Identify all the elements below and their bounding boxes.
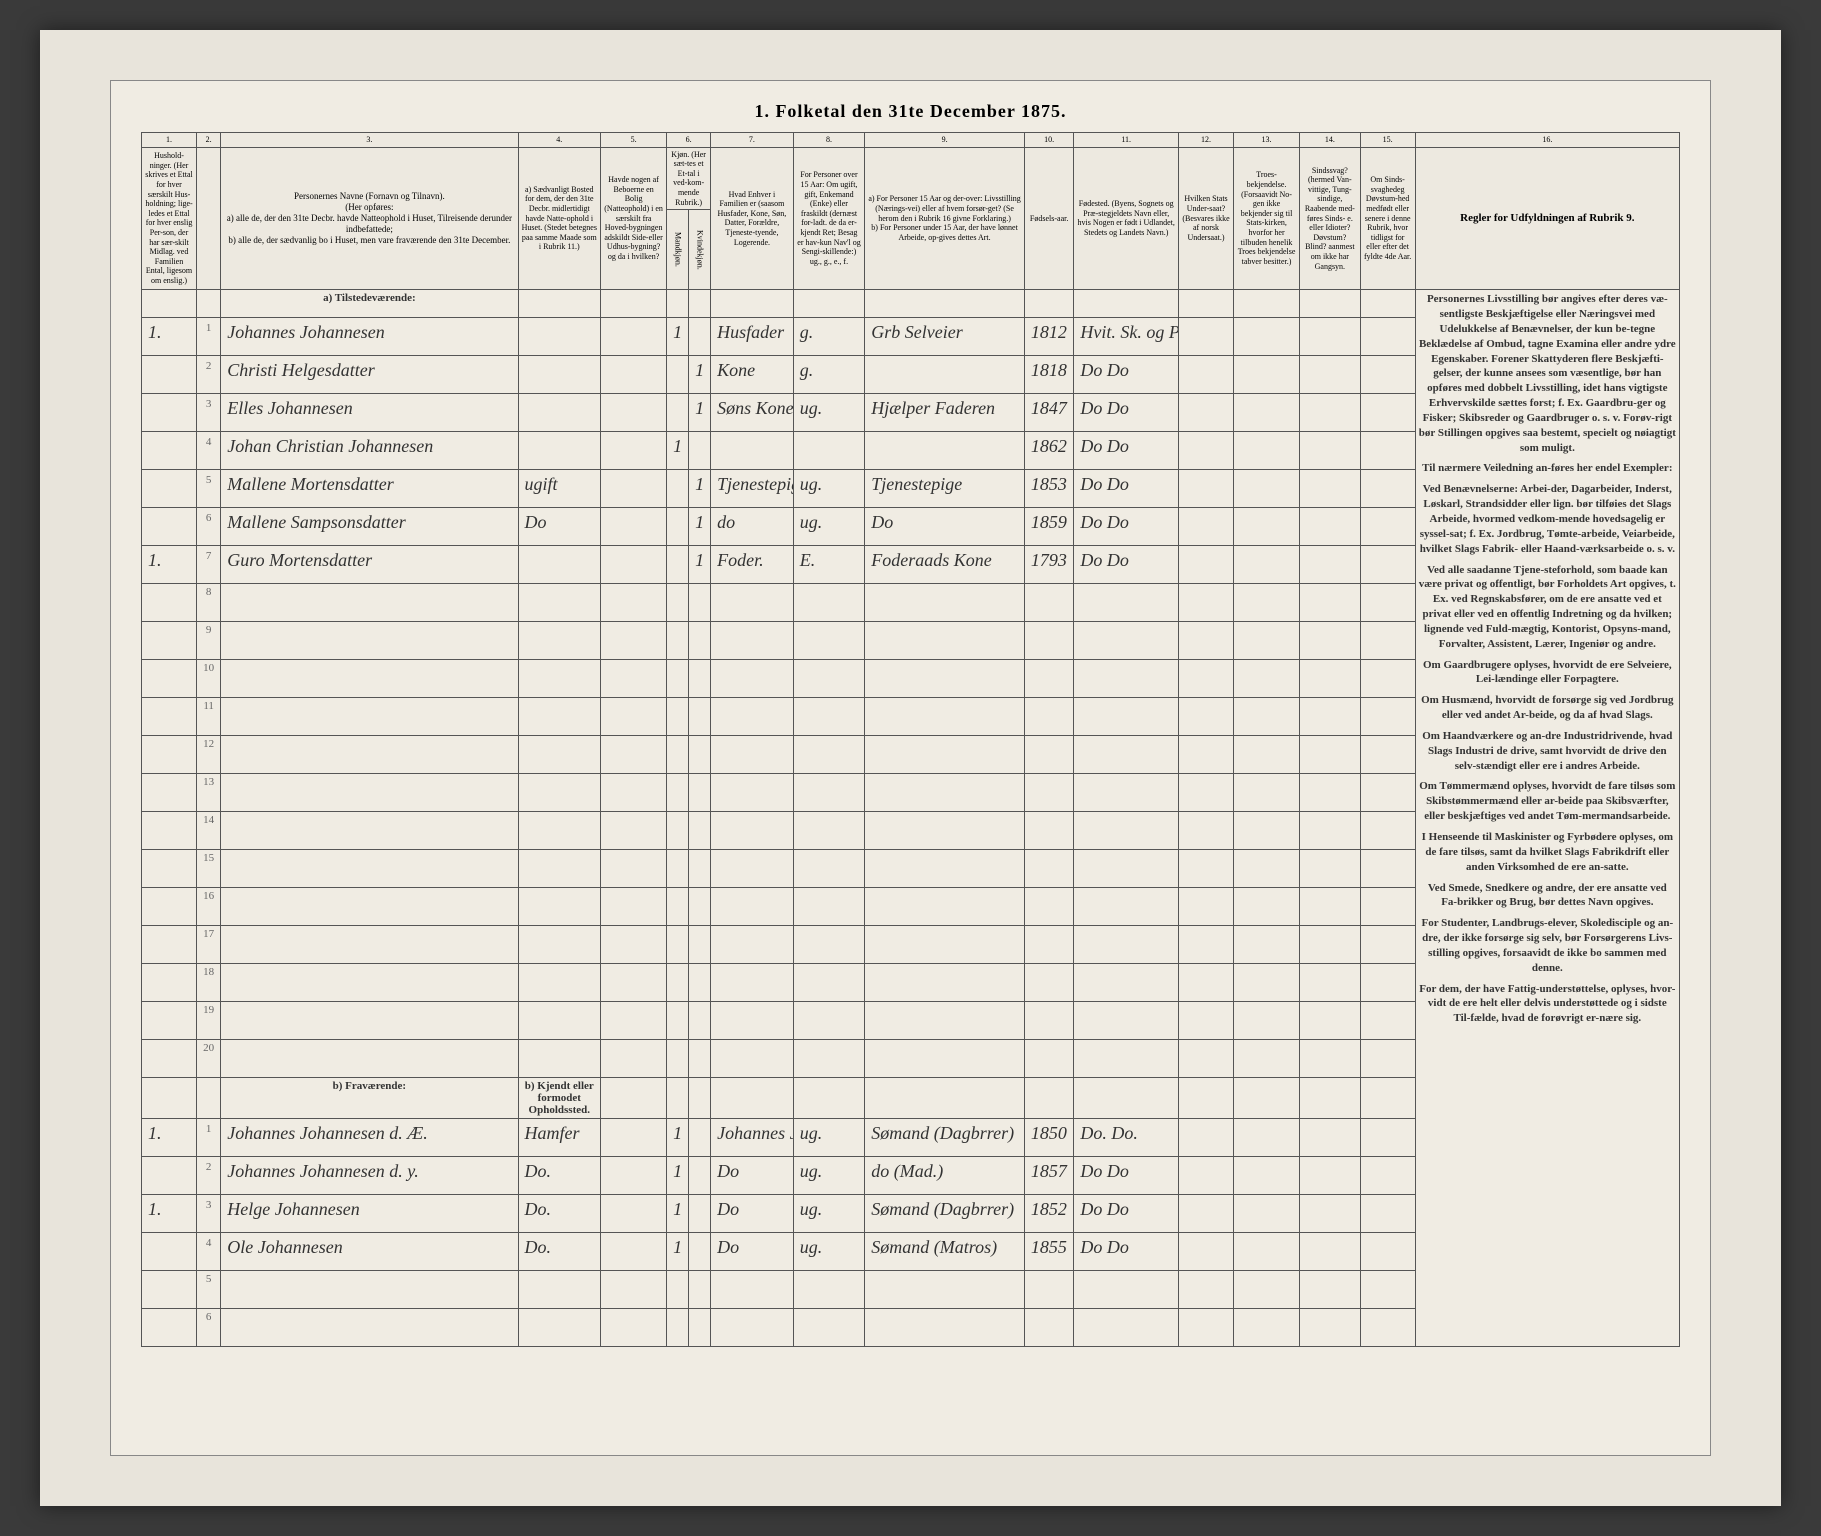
h4: a) Sædvanligt Bosted for dem, der den 31… [518,147,601,290]
h8: For Personer over 15 Aar: Om ugift, gift… [793,147,865,290]
h15: Om Sinds-svaghedeg Døvstum-hed medfødt e… [1360,147,1415,290]
table-header: 1. 2. 3. 4. 5. 6. 7. 8. 9. 10. 11. 12. 1… [142,133,1680,290]
col-num-6: 6. [667,133,711,148]
h9: a) For Personer 15 Aar og der-over: Livs… [865,147,1025,290]
h14: Sindssvag? (hermed Van-vittige, Tung-sin… [1300,147,1361,290]
col-num-8: 8. [793,133,865,148]
col-num-2: 2. [197,133,221,148]
table-body: a) Tilstedeværende: Personernes Livsstill… [142,290,1680,1347]
absent-label: b) Fraværende: [221,1078,518,1119]
col-num-5: 5. [601,133,667,148]
col-num-1: 1. [142,133,197,148]
present-label: a) Tilstedeværende: [221,290,518,318]
col-num-14: 14. [1300,133,1361,148]
instructions-cell: Personernes Livsstilling bør angives eft… [1415,290,1679,1347]
col-num-4: 4. [518,133,601,148]
census-table: 1. 2. 3. 4. 5. 6. 7. 8. 9. 10. 11. 12. 1… [141,132,1680,1347]
h10: Fødsels-aar. [1024,147,1074,290]
col-num-3: 3. [221,133,518,148]
document-frame: 1. Folketal den 31te December 1875. 1. 2… [40,30,1781,1506]
h6a: Mandkjøn. [667,210,689,290]
h16: Regler for Udfyldningen af Rubrik 9. [1415,147,1679,290]
h11: Fødested. (Byens, Sognets og Præ-stegjel… [1074,147,1179,290]
h3: Personernes Navne (Fornavn og Tilnavn). … [221,147,518,290]
h2 [197,147,221,290]
col-num-13: 13. [1234,133,1300,148]
col-num-10: 10. [1024,133,1074,148]
h1: Hushold-ninger. (Her skrives et Ettal fo… [142,147,197,290]
h6b: Kvindekjøn. [689,210,711,290]
census-page: 1. Folketal den 31te December 1875. 1. 2… [110,80,1711,1456]
col-num-12: 12. [1178,133,1233,148]
page-title: 1. Folketal den 31te December 1875. [141,101,1680,122]
col-num-9: 9. [865,133,1025,148]
h12: Hvilken Stats Under-saat? (Besvares ikke… [1178,147,1233,290]
col-num-16: 16. [1415,133,1679,148]
col-num-15: 15. [1360,133,1415,148]
h6: Kjøn. (Her sæt-tes et Et-tal i ved-kom-m… [667,147,711,210]
h5: Havde nogen af Beboerne en Bolig (Natteo… [601,147,667,290]
col-num-7: 7. [711,133,794,148]
col-num-11: 11. [1074,133,1179,148]
section-present: a) Tilstedeværende:Personernes Livsstill… [142,290,1680,318]
h13: Troes-bekjendelse. (Forsaavidt No-gen ik… [1234,147,1300,290]
h7: Hvad Enhver i Familien er (saasom Husfad… [711,147,794,290]
